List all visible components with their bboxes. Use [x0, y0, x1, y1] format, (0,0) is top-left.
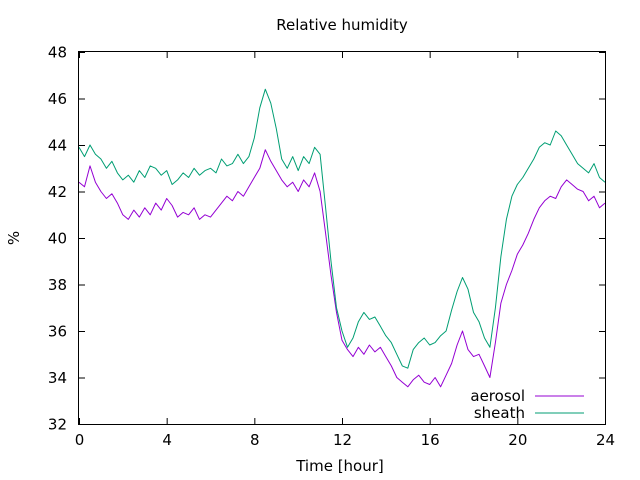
x-axis-label: Time [hour]	[295, 457, 384, 475]
y-tick-label: 36	[48, 323, 67, 341]
series-group	[78, 88, 606, 388]
y-tick-label: 42	[48, 183, 67, 201]
y-tick-label: 46	[48, 90, 67, 108]
chart-title: Relative humidity	[276, 16, 408, 34]
legend-label-sheath: sheath	[474, 404, 525, 422]
y-axis-label: %	[5, 231, 23, 245]
x-tick-label: 20	[508, 431, 527, 449]
y-tick-label: 48	[48, 44, 67, 62]
x-tick-label: 8	[250, 431, 260, 449]
y-tick-label: 38	[48, 276, 67, 294]
legend-label-aerosol: aerosol	[470, 387, 525, 405]
x-tick-label: 16	[421, 431, 440, 449]
x-tick-label: 4	[162, 431, 172, 449]
x-tick-label: 12	[333, 431, 352, 449]
x-tick-label: 0	[75, 431, 85, 449]
y-tick-label: 32	[48, 416, 67, 434]
y-tick-label: 40	[48, 230, 67, 248]
series-line-sheath	[78, 88, 606, 369]
y-tick-label: 34	[48, 369, 67, 387]
x-tick-label: 24	[596, 431, 615, 449]
y-tick-label: 44	[48, 137, 67, 155]
series-line-aerosol	[78, 149, 606, 388]
plot-frame	[78, 51, 606, 425]
